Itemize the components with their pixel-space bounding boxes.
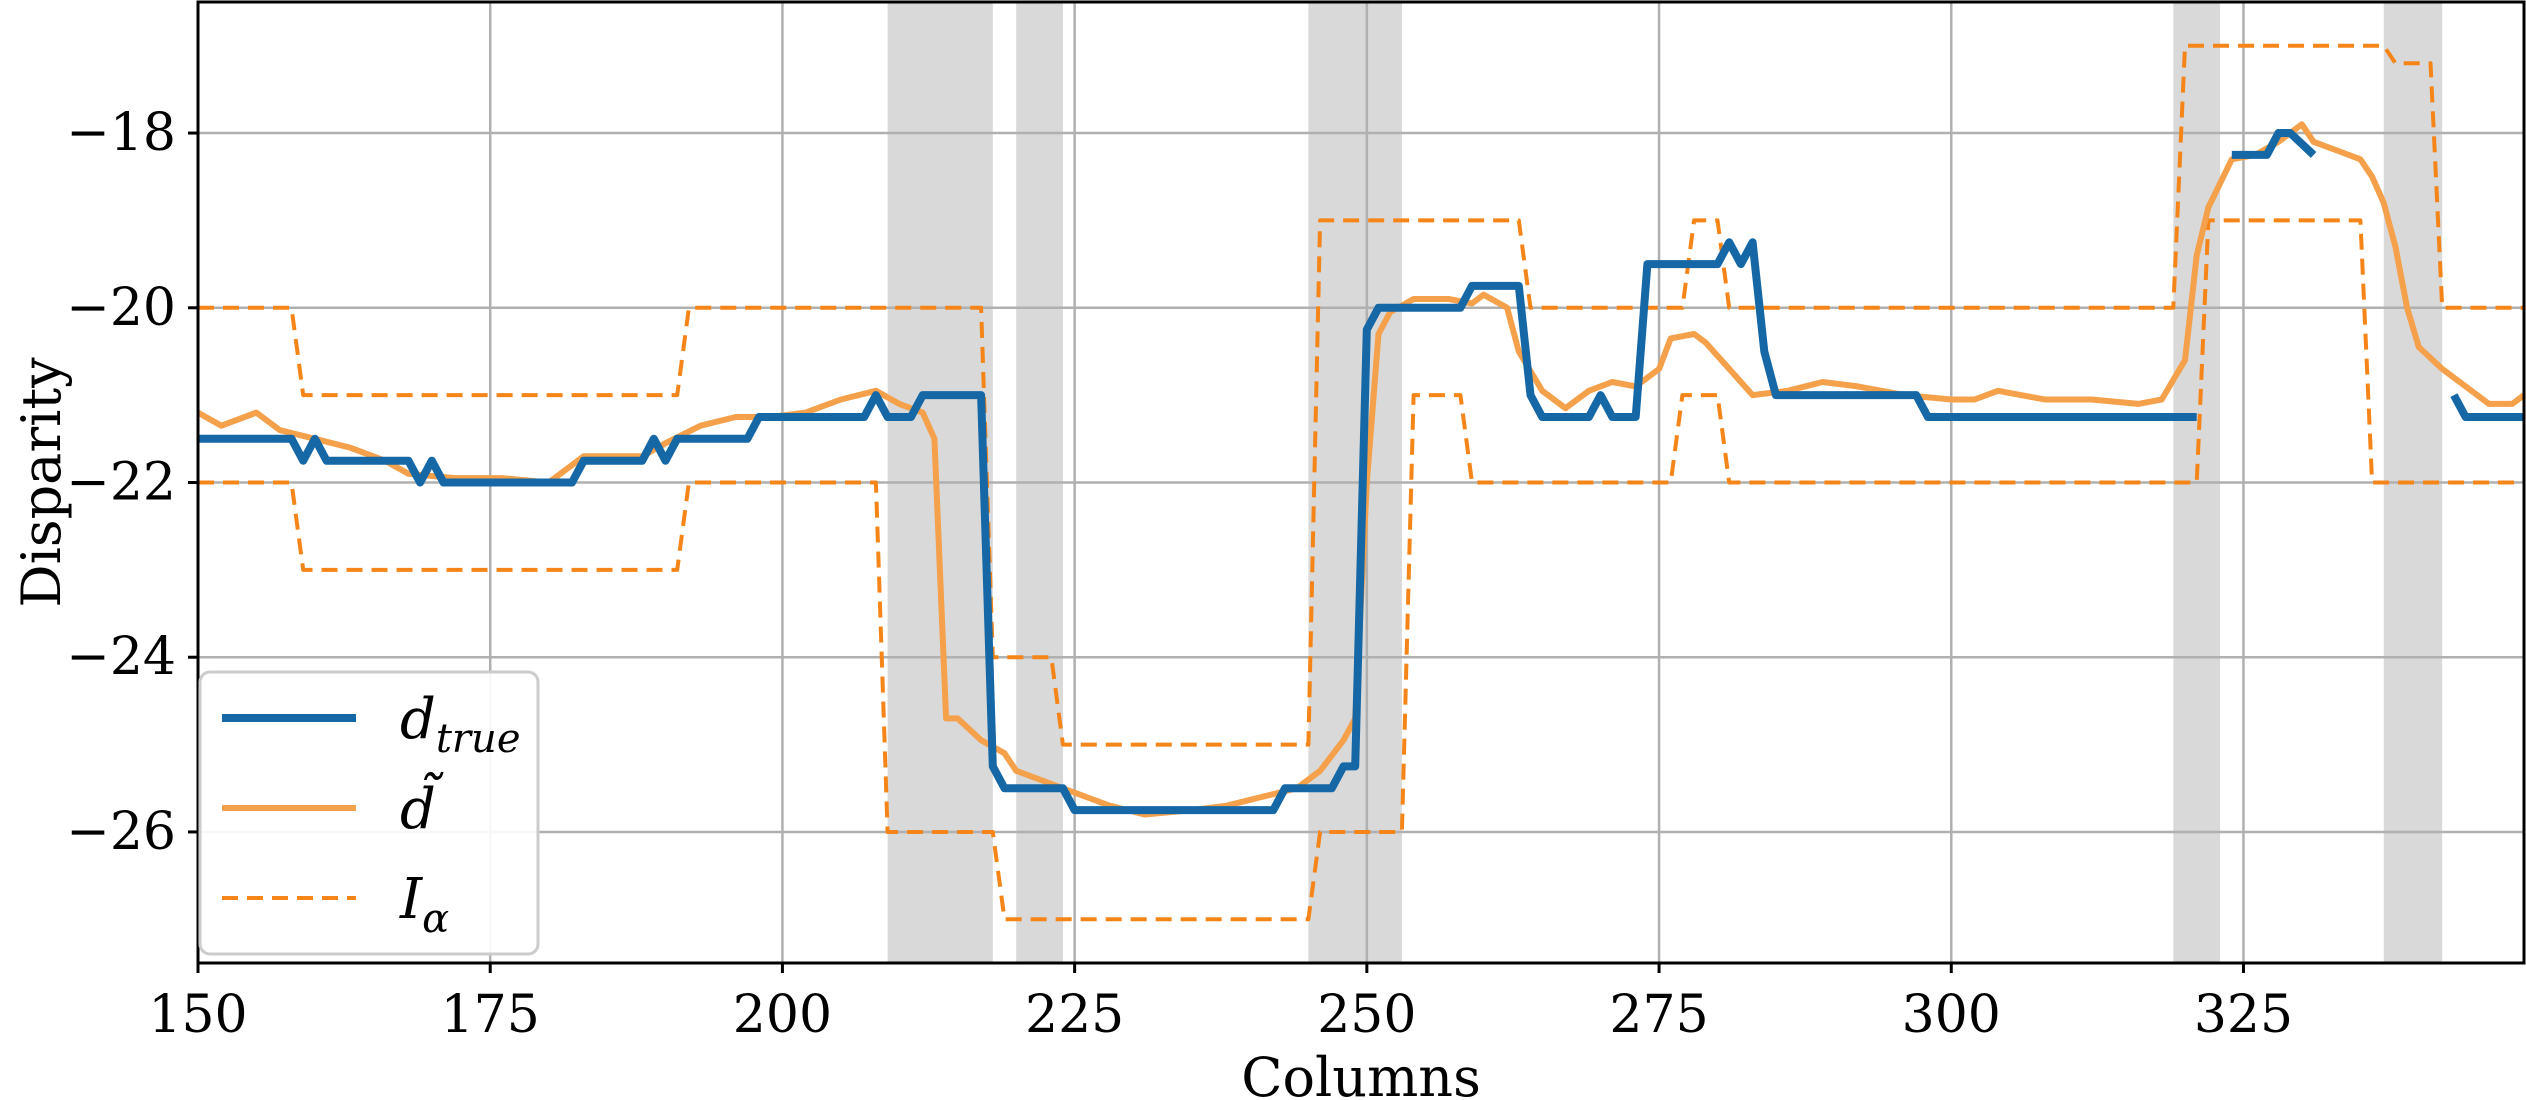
x-tick-label-0: 150 [148,985,247,1045]
series-lines [196,43,2526,922]
x-tick-label-2: 200 [733,985,832,1045]
x-tick-label-3: 225 [1025,985,1124,1045]
x-axis-ticks: 150 175 200 225 250 275 300 325 [148,963,2293,1045]
y-axis-ticks: −26 −24 −22 −20 −18 [66,103,198,862]
y-tick-label-2: −22 [66,453,176,513]
x-tick-label-1: 175 [441,985,540,1045]
y-tick-label-0: −26 [66,802,176,862]
x-axis-label: Columns [1241,1046,1481,1100]
legend-box [198,670,540,956]
y-tick-label-3: −20 [66,278,176,338]
legend-label-d-true: dtrue [400,687,521,762]
y-tick-label-1: −24 [66,627,176,687]
series-d-true-line [198,129,2524,815]
x-tick-label-5: 275 [1609,985,1708,1045]
x-tick-label-7: 325 [2194,985,2293,1045]
series-interval-lower-line [198,218,2524,922]
y-axis-label: Disparity [10,357,73,608]
legend-label-interval: Iα [399,867,449,942]
y-tick-label-4: −18 [66,103,176,163]
x-tick-label-4: 250 [1317,985,1416,1045]
x-tick-label-6: 300 [1902,985,2001,1045]
series-interval-upper-line [198,43,2524,747]
